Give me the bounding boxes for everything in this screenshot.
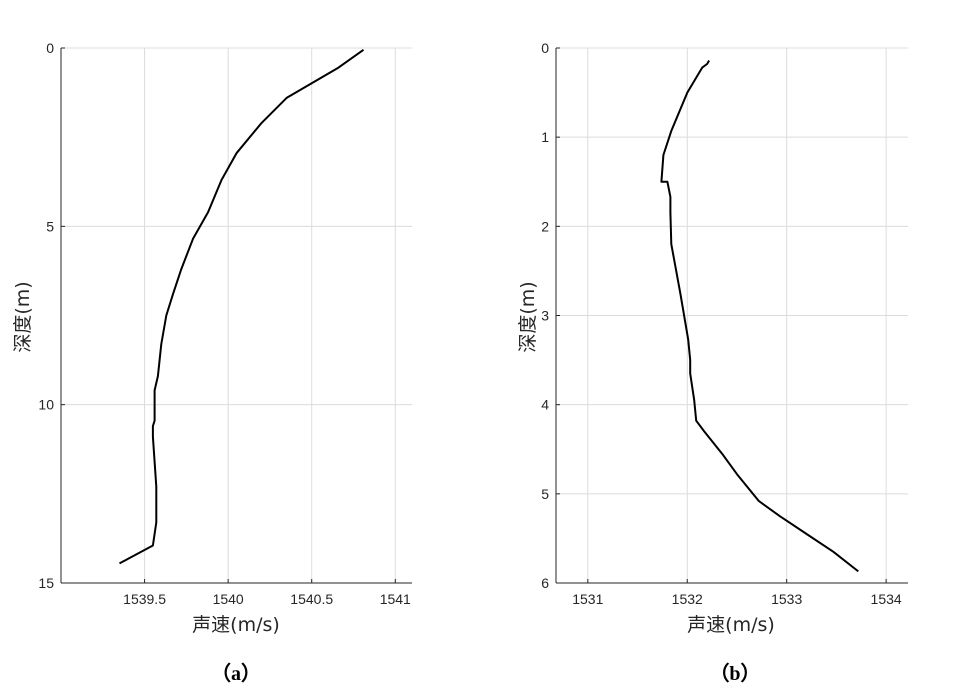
y-tick-label-a-2: 10 [38, 397, 54, 413]
panel-label-b: （b） [709, 662, 760, 685]
x-tick-label-a-2: 1540.5 [290, 591, 333, 607]
x-tick-label-a-3: 1541 [380, 591, 411, 607]
y-axis-title-a: 深度(m) [12, 281, 34, 352]
y-tick-label-b-1: 1 [541, 129, 549, 145]
x-ticks-a: 1539.5 1540 1540.5 1541 [123, 579, 411, 607]
x-tick-label-b-0: 1531 [572, 591, 603, 607]
x-tick-label-b-2: 1533 [771, 591, 802, 607]
y-axis-title-b: 深度(m) [517, 281, 539, 352]
y-tick-label-a-0: 0 [46, 40, 54, 56]
grid-a [61, 47, 412, 584]
x-axis-title-a: 声速(m/s) [192, 614, 280, 636]
y-tick-label-a-1: 5 [46, 218, 54, 234]
x-ticks-b: 1531 1532 1533 1534 [572, 579, 902, 607]
panel-label-a: （a） [211, 662, 261, 685]
x-tick-label-a-0: 1539.5 [123, 591, 166, 607]
y-tick-label-b-6: 6 [541, 575, 549, 591]
x-tick-label-b-3: 1534 [871, 591, 902, 607]
y-tick-label-b-0: 0 [541, 40, 549, 56]
x-tick-label-a-1: 1540 [213, 591, 244, 607]
sound-speed-profile-line-a [119, 48, 365, 565]
x-axis-title-b: 声速(m/s) [687, 614, 775, 636]
y-tick-label-a-3: 15 [38, 575, 54, 591]
y-ticks-a: 0 5 10 15 [38, 40, 65, 591]
grid-b [556, 47, 908, 584]
chart-panel-a: 1539.5 1540 1540.5 1541 0 5 10 15 声速(m/s) 深度(m… [12, 40, 412, 685]
sound-speed-profile-line-b [660, 60, 859, 573]
chart-panel-b: 1531 1532 1533 1534 0 1 2 3 4 5 6 声速(m/s) 深度(m) （… [517, 40, 908, 685]
y-tick-label-b-2: 2 [541, 218, 549, 234]
y-tick-label-b-3: 3 [541, 308, 549, 324]
y-tick-label-b-5: 5 [541, 486, 549, 502]
axes-a [60, 48, 412, 584]
y-ticks-b: 0 1 2 3 4 5 6 [541, 40, 560, 591]
y-tick-label-b-4: 4 [541, 397, 549, 413]
x-tick-label-b-1: 1532 [672, 591, 703, 607]
